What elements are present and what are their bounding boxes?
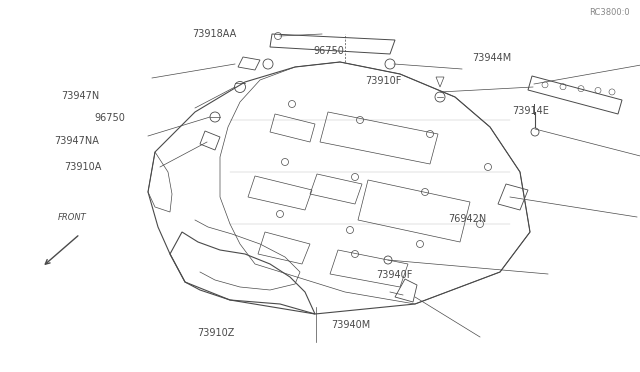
Text: 73940F: 73940F xyxy=(376,270,413,280)
Text: FRONT: FRONT xyxy=(58,212,86,221)
Text: 76942N: 76942N xyxy=(448,214,486,224)
Text: 73910A: 73910A xyxy=(64,162,101,171)
Text: 73910F: 73910F xyxy=(365,76,401,86)
Text: 73910Z: 73910Z xyxy=(198,328,235,338)
Text: RC3800:0: RC3800:0 xyxy=(589,8,630,17)
Text: 73944M: 73944M xyxy=(472,53,511,62)
Text: 96750: 96750 xyxy=(95,113,125,123)
Text: 73940M: 73940M xyxy=(332,321,371,330)
Text: 73914E: 73914E xyxy=(512,106,549,116)
Text: 96750: 96750 xyxy=(314,46,344,56)
Text: 73947N: 73947N xyxy=(61,91,99,101)
Text: 73947NA: 73947NA xyxy=(54,136,99,145)
Text: 73918AA: 73918AA xyxy=(192,29,237,39)
